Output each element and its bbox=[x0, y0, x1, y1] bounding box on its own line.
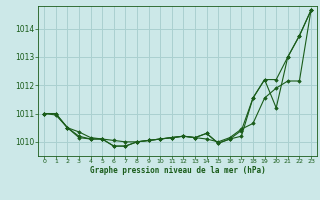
X-axis label: Graphe pression niveau de la mer (hPa): Graphe pression niveau de la mer (hPa) bbox=[90, 166, 266, 175]
